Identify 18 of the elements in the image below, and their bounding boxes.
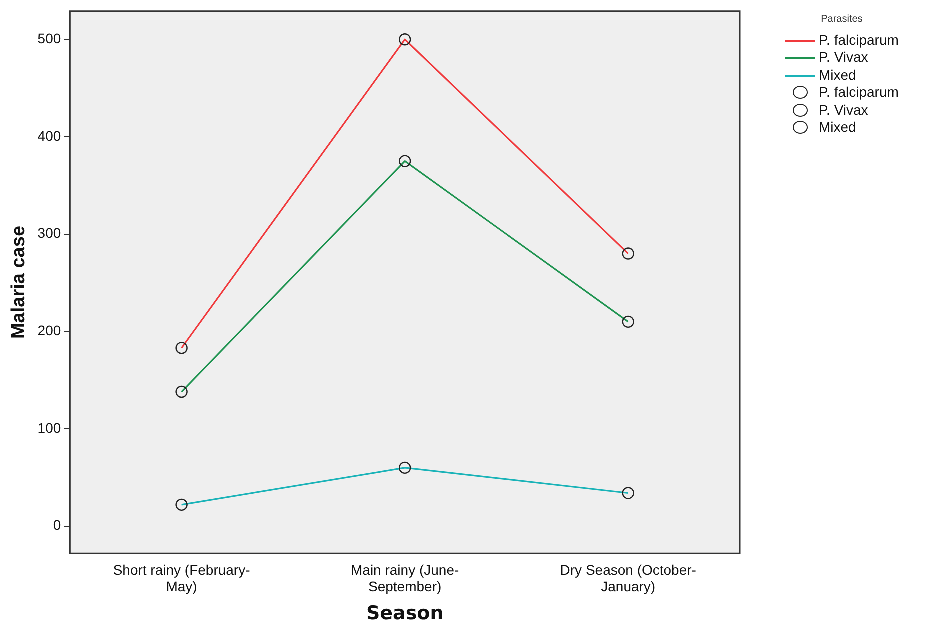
text: P. Vivax xyxy=(819,49,868,66)
y-tick-label: 300 xyxy=(38,225,62,242)
y-tick-label: 0 xyxy=(53,517,62,534)
x-tick-label: Dry Season (October-January) xyxy=(560,562,697,595)
y-axis-title: Malaria case xyxy=(8,226,30,340)
legend-title: Parasites xyxy=(820,14,864,25)
y-tick-label: 400 xyxy=(38,128,62,144)
x-axis-title: Season xyxy=(366,602,444,625)
legend-label: Mixed xyxy=(819,119,856,136)
text: P. falciparum xyxy=(819,84,899,100)
x-tick-label: Short rainy (February-May) xyxy=(113,562,251,595)
y-tick-label: 200 xyxy=(38,322,62,339)
text: Mixed xyxy=(819,66,856,83)
legend-label: P. Vivax xyxy=(819,102,868,118)
y-tick-label: 500 xyxy=(38,30,62,46)
legend-label: P. falciparum xyxy=(819,32,899,48)
x-tick-label: Main rainy (June-September) xyxy=(351,562,460,595)
y-tick-label: 100 xyxy=(38,420,62,436)
